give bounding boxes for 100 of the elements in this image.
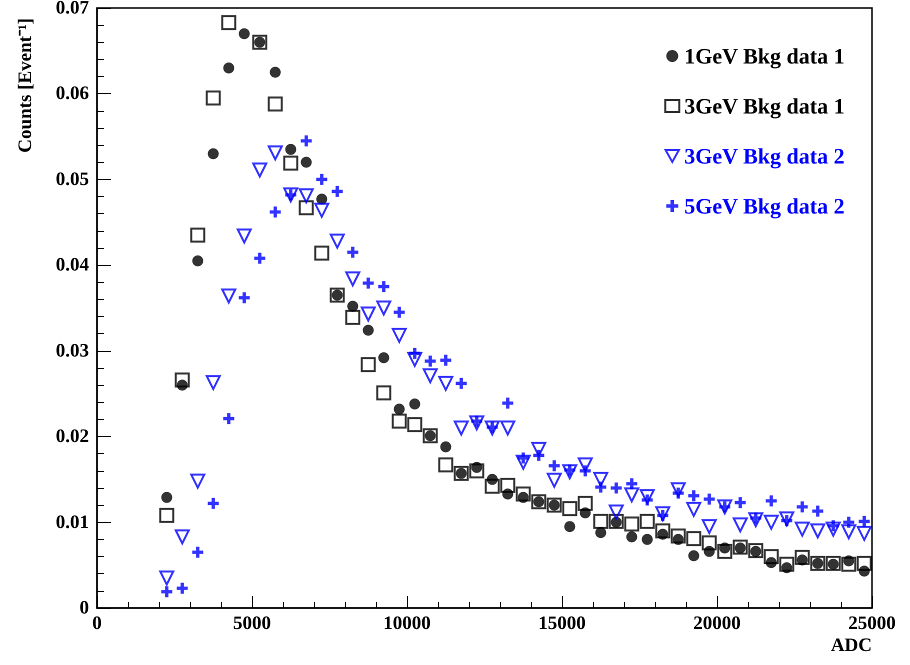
point (192, 546, 204, 558)
point (826, 522, 841, 537)
point (174, 372, 190, 388)
y-tick-label: 0.07 (56, 0, 90, 18)
point (688, 550, 700, 562)
point (812, 506, 824, 517)
point (794, 550, 810, 565)
y-tick-label: 0.01 (56, 512, 89, 533)
point (702, 535, 717, 550)
point (704, 494, 715, 505)
point (221, 15, 236, 30)
point (440, 354, 452, 366)
x-tick-label: 25000 (848, 613, 896, 634)
point (717, 544, 732, 559)
y-tick-label: 0.02 (56, 426, 89, 448)
point (332, 186, 343, 197)
point (562, 464, 578, 480)
legend-label: 5GeV Bkg data 2 (684, 194, 845, 218)
point (843, 516, 854, 528)
point (392, 414, 407, 429)
point (546, 472, 562, 488)
point (238, 292, 250, 304)
point (502, 398, 514, 409)
point (826, 556, 841, 571)
point (626, 478, 638, 490)
x-tick-label: 15000 (538, 613, 586, 634)
point (376, 300, 392, 316)
point (516, 486, 531, 502)
y-tick-label: 0.05 (56, 168, 89, 190)
point (394, 306, 405, 318)
point (208, 498, 219, 509)
point (424, 356, 436, 367)
point (748, 512, 764, 528)
point (610, 482, 622, 494)
point (392, 328, 407, 343)
point (422, 368, 438, 384)
point (438, 457, 454, 472)
point (734, 497, 746, 508)
y-tick-label: 0 (80, 598, 89, 618)
point (378, 281, 390, 292)
point (796, 501, 808, 512)
point (578, 496, 593, 511)
point (841, 524, 856, 540)
point (161, 586, 172, 598)
point (206, 90, 221, 106)
point (208, 148, 219, 160)
point (345, 310, 360, 325)
point (409, 348, 420, 359)
point (270, 206, 281, 218)
point (394, 404, 405, 415)
point (779, 511, 794, 526)
point (624, 516, 640, 532)
y-tick-label: 0.06 (56, 83, 89, 104)
point (608, 504, 624, 520)
point (548, 460, 560, 472)
point (438, 376, 454, 391)
point (206, 375, 221, 390)
point (360, 306, 376, 322)
y-tick-label: 0.03 (56, 340, 89, 362)
point (161, 492, 172, 503)
point (642, 534, 653, 545)
point (686, 531, 702, 546)
point (254, 252, 266, 264)
point (766, 495, 777, 506)
x-tick-label: 10000 (383, 613, 431, 634)
point (595, 482, 606, 493)
point (440, 441, 452, 452)
point (314, 202, 330, 218)
point (562, 501, 578, 516)
point (593, 472, 608, 487)
point (330, 234, 345, 249)
point (779, 556, 794, 572)
point (362, 324, 374, 336)
point (268, 145, 283, 160)
point (856, 556, 872, 571)
point (469, 463, 484, 478)
point (236, 228, 252, 244)
x-axis-title: ADC (830, 635, 872, 656)
point (686, 502, 702, 517)
point (531, 442, 546, 457)
point (223, 413, 234, 424)
point (655, 523, 670, 538)
point (360, 357, 376, 372)
point (238, 28, 250, 40)
point (409, 398, 420, 410)
point (298, 200, 314, 216)
y-axis-title: Counts [Event⁻¹] (15, 18, 36, 153)
point (841, 556, 856, 572)
point (347, 246, 358, 258)
legend-label: 3GeV Bkg data 2 (684, 144, 845, 168)
point (252, 162, 268, 178)
point (702, 519, 717, 534)
point (732, 517, 748, 532)
point (484, 478, 500, 494)
point (190, 228, 206, 243)
point (500, 420, 516, 436)
point (223, 62, 234, 74)
point (626, 531, 638, 542)
point (285, 144, 296, 155)
point (764, 514, 779, 530)
